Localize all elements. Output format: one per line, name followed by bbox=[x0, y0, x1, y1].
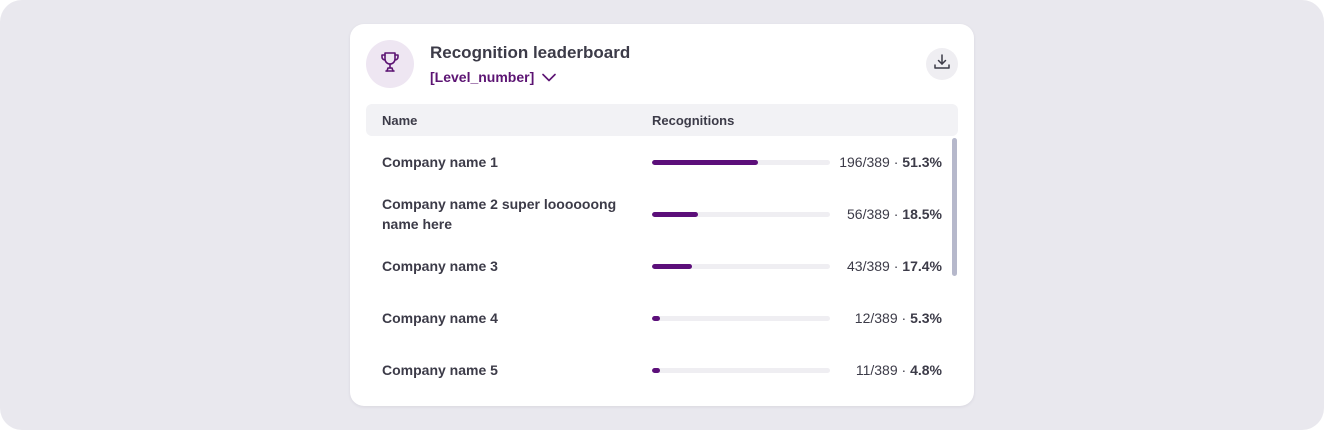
recognition-count: 11/389 bbox=[855, 362, 898, 378]
company-name: Company name 5 bbox=[382, 362, 498, 378]
company-name: Company name 2 super loooooong name here bbox=[382, 196, 617, 232]
recognition-value: 12/389 · 5.3% bbox=[854, 310, 942, 326]
company-name: Company name 4 bbox=[382, 310, 498, 326]
recognition-percent: 5.3% bbox=[910, 310, 942, 326]
recognition-count: 196/389 bbox=[839, 154, 890, 170]
scrollbar-thumb[interactable] bbox=[952, 138, 957, 276]
recognition-value: 196/389 · 51.3% bbox=[839, 154, 942, 170]
progress-track bbox=[652, 368, 830, 373]
progress-fill bbox=[652, 316, 660, 321]
recognition-count: 56/389 bbox=[847, 206, 890, 222]
progress-fill bbox=[652, 160, 759, 165]
column-header-recognitions: Recognitions bbox=[652, 113, 735, 128]
progress-fill bbox=[652, 212, 699, 217]
table-header: Name Recognitions bbox=[366, 104, 958, 136]
recognition-value: 56/389 · 18.5% bbox=[847, 206, 942, 222]
progress-track bbox=[652, 264, 830, 269]
progress-track bbox=[652, 212, 830, 217]
progress-fill bbox=[652, 264, 693, 269]
progress-track bbox=[652, 160, 830, 165]
chevron-down-icon bbox=[542, 69, 557, 85]
recognition-percent: 51.3% bbox=[902, 154, 942, 170]
table-row: Company name 5 11/389 · 4.8% bbox=[366, 344, 946, 396]
column-header-name: Name bbox=[382, 113, 418, 128]
trophy-badge bbox=[366, 40, 414, 88]
recognition-count: 12/389 bbox=[854, 310, 898, 326]
recognition-percent: 4.8% bbox=[910, 362, 942, 378]
recognition-value: 11/389 · 4.8% bbox=[855, 362, 942, 378]
company-name: Company name 1 bbox=[382, 154, 498, 170]
recognition-percent: 18.5% bbox=[902, 206, 942, 222]
table-row: Company name 2 super loooooong name here… bbox=[366, 188, 946, 240]
progress-fill bbox=[652, 368, 660, 373]
level-dropdown[interactable]: [Level_number] bbox=[430, 69, 557, 85]
table-row: Company name 1 196/389 · 51.3% bbox=[366, 136, 946, 188]
download-button[interactable] bbox=[926, 48, 958, 80]
recognition-percent: 17.4% bbox=[902, 258, 942, 274]
company-name: Company name 3 bbox=[382, 258, 498, 274]
table-row: Company name 3 43/389 · 17.4% bbox=[366, 240, 946, 292]
trophy-icon bbox=[380, 51, 400, 78]
leaderboard-list[interactable]: Company name 1 196/389 · 51.3% Company n… bbox=[366, 136, 958, 402]
level-dropdown-label: [Level_number] bbox=[430, 69, 535, 85]
table-row: Company name 4 12/389 · 5.3% bbox=[366, 292, 946, 344]
recognition-count: 43/389 bbox=[847, 258, 890, 274]
progress-track bbox=[652, 316, 830, 321]
download-icon bbox=[933, 53, 951, 76]
card-title: Recognition leaderboard bbox=[430, 43, 631, 62]
recognition-value: 43/389 · 17.4% bbox=[847, 258, 942, 274]
leaderboard-card: Recognition leaderboard [Level_number] N… bbox=[350, 24, 974, 406]
